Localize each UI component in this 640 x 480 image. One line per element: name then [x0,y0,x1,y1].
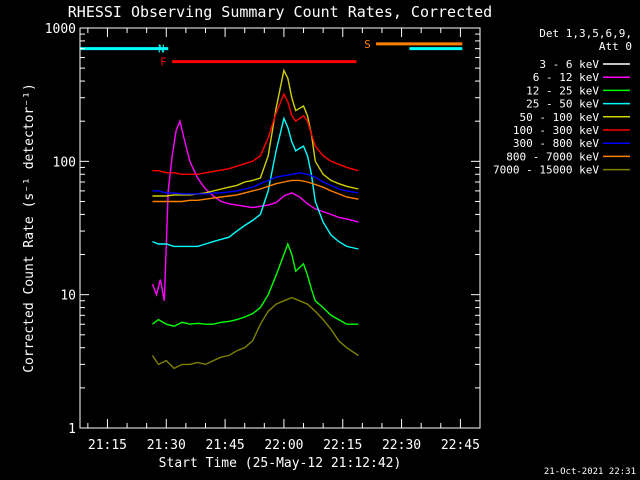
x-tick-label: 22:30 [382,438,421,453]
y-tick-label: 1 [68,422,76,437]
legend-title: Att 0 [599,40,632,53]
x-tick-label: 22:15 [323,438,362,453]
chart-title: RHESSI Observing Summary Count Rates, Co… [68,3,492,21]
legend-label: 7000 - 15000 keV [493,164,599,177]
legend-label: 800 - 7000 keV [506,150,599,163]
series-line-3 [152,116,359,250]
series-line-8 [151,296,359,370]
x-tick-label: 22:00 [264,438,303,453]
legend-label: 3 - 6 keV [539,58,599,71]
x-tick-label: 21:45 [206,438,245,453]
y-axis: 1 10 100 1000 [45,22,480,437]
x-tick-label: 21:30 [147,438,186,453]
series-line-4 [152,68,359,197]
legend-label: 100 - 300 keV [513,124,599,137]
x-axis: 21:15 21:30 21:45 22:00 22:15 22:30 22:45 [87,28,481,453]
series-line-2 [152,242,359,327]
y-axis-label: Corrected Count Rate (s⁻¹ detector⁻¹) [22,83,37,373]
series-line-6 [152,172,359,195]
legend-label: 12 - 25 keV [526,84,599,97]
legend-label: 300 - 800 keV [513,137,599,150]
series-line-1 [151,118,359,301]
x-axis-label: Start Time (25-May-12 21:12:42) [159,456,402,471]
series-layer [151,68,359,370]
y-tick-label: 10 [60,289,76,304]
legend-label: 25 - 50 keV [526,98,599,111]
footer-date: 21-Oct-2021 22:31 [544,467,636,477]
x-tick-label: 21:15 [88,438,127,453]
plot-frame [79,27,481,429]
series-line-7 [152,179,359,203]
series-line-5 [152,92,359,175]
y-tick-label: 1000 [45,22,76,37]
annotation-label-S: S [364,38,371,51]
annotation-layer: NF S [80,38,463,69]
legend-label: 6 - 12 keV [533,71,600,84]
annotation-label-N: N [158,43,165,56]
annotation-label-F: F [160,56,167,69]
y-tick-label: 100 [53,155,76,170]
legend-title: Det 1,3,5,6,9, [539,27,632,40]
x-tick-label: 22:45 [441,438,480,453]
legend-label: 50 - 100 keV [520,111,600,124]
